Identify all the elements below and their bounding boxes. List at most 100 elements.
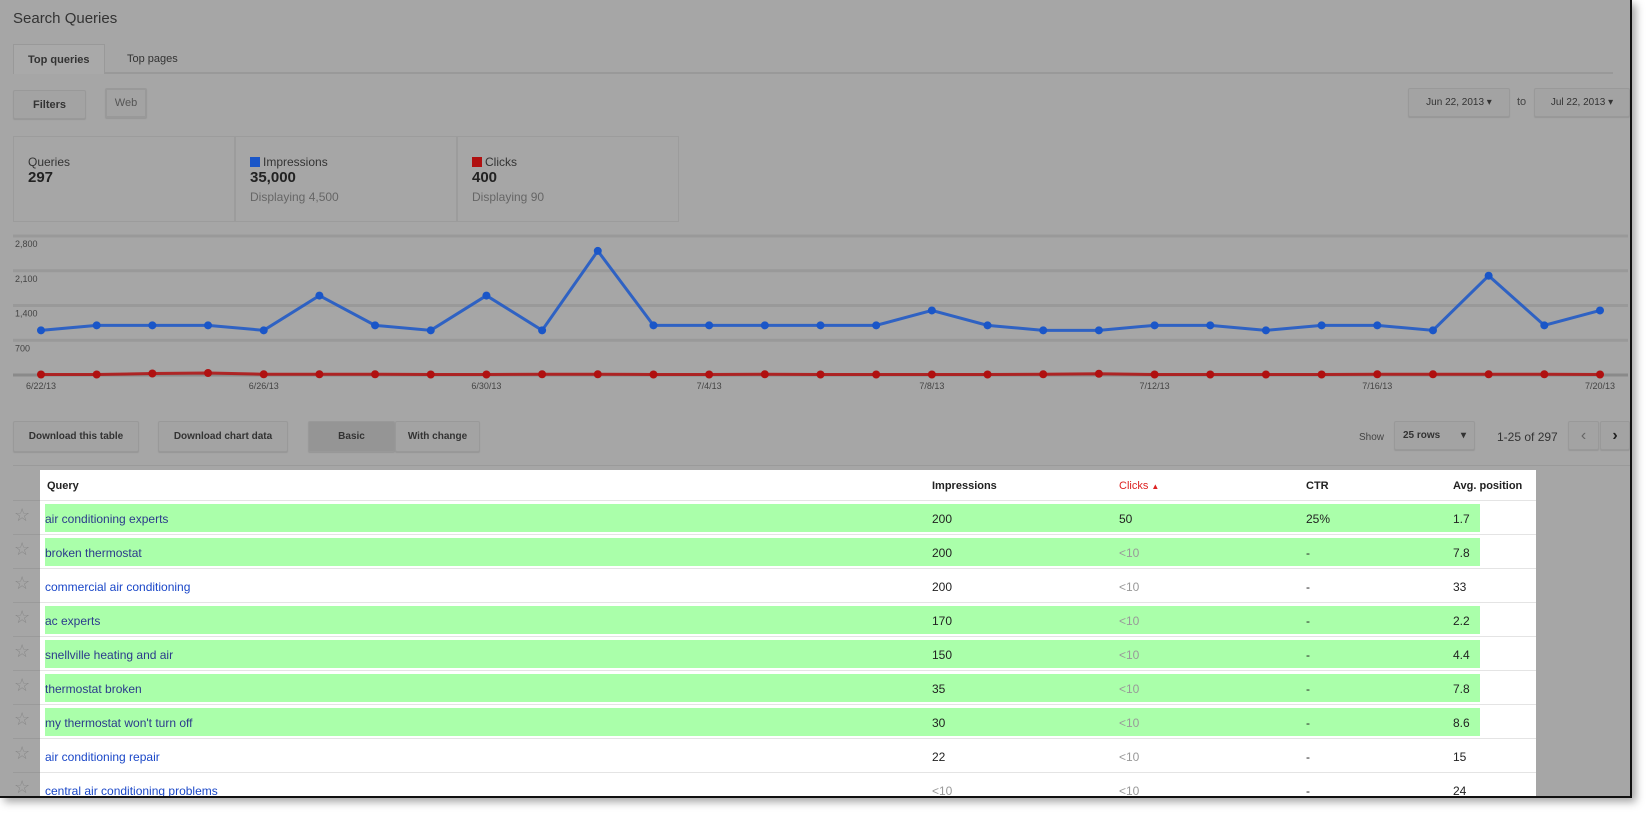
data-point-impressions	[1261, 326, 1270, 335]
prev-page-button[interactable]: ‹	[1568, 421, 1599, 450]
avg-position-cell: 7.8	[1453, 682, 1470, 696]
stat-queries: Queries 297	[13, 136, 235, 222]
stat-clicks[interactable]: Clicks 400 Displaying 90	[457, 136, 679, 222]
clicks-cell: <10	[1119, 580, 1140, 594]
clicks-cell: <10	[1119, 784, 1140, 798]
table-row: air conditioning repair 22 <10 - 15	[40, 738, 1536, 772]
download-table-button[interactable]: Download this table	[13, 421, 139, 452]
impressions-cell: 30	[932, 716, 946, 730]
series-line-impressions	[40, 248, 1601, 333]
query-link[interactable]: air conditioning repair	[45, 750, 160, 764]
star-icon[interactable]: ☆	[14, 573, 31, 593]
stat-value: 297	[28, 169, 54, 186]
data-point-impressions	[426, 326, 435, 335]
data-point-impressions	[1039, 326, 1048, 335]
web-filter-chip[interactable]: Web	[105, 88, 147, 118]
star-icon[interactable]: ☆	[14, 607, 31, 627]
data-point-clicks	[148, 369, 157, 378]
star-icon[interactable]: ☆	[14, 709, 31, 729]
col-header-ctr[interactable]: CTR	[1306, 480, 1329, 492]
divider	[13, 670, 40, 671]
clicks-cell: <10	[1119, 716, 1140, 730]
tab-underline	[13, 72, 1613, 74]
query-link[interactable]: thermostat broken	[45, 682, 142, 696]
query-link[interactable]: ac experts	[45, 614, 101, 628]
query-link[interactable]: my thermostat won't turn off	[45, 716, 193, 730]
row-highlight	[45, 640, 1480, 668]
avg-position-cell: 15	[1453, 750, 1467, 764]
tab-top-queries[interactable]: Top queries	[13, 44, 105, 74]
data-point-impressions	[1317, 321, 1326, 330]
date-from-value: Jun 22, 2013	[1426, 97, 1484, 108]
date-to-dropdown[interactable]: Jul 22, 2013 ▾	[1534, 88, 1630, 117]
rows-per-page-dropdown[interactable]: 25 rows ▾	[1394, 421, 1475, 450]
avg-position-cell: 4.4	[1453, 648, 1470, 662]
data-point-impressions	[1540, 321, 1549, 330]
basic-view-button[interactable]: Basic	[308, 421, 395, 452]
ctr-cell: -	[1306, 750, 1310, 764]
col-header-impressions[interactable]: Impressions	[932, 480, 997, 492]
data-point-clicks	[705, 370, 714, 379]
data-point-impressions	[705, 321, 714, 330]
data-point-clicks	[1039, 370, 1048, 379]
data-point-impressions	[1206, 321, 1215, 330]
avg-position-cell: 33	[1453, 580, 1467, 594]
x-tick-label: 7/4/13	[697, 381, 722, 391]
date-to-label: to	[1517, 96, 1527, 108]
divider	[13, 465, 1630, 466]
impressions-cell: 200	[932, 580, 953, 594]
avg-position-cell: 8.6	[1453, 716, 1470, 730]
star-icon[interactable]: ☆	[14, 675, 31, 695]
data-point-clicks	[1206, 370, 1215, 379]
stat-impressions[interactable]: Impressions 35,000 Displaying 4,500	[235, 136, 457, 222]
data-point-clicks	[816, 370, 825, 379]
download-chart-data-button[interactable]: Download chart data	[158, 421, 288, 452]
query-link[interactable]: broken thermostat	[45, 546, 142, 560]
date-from-dropdown[interactable]: Jun 22, 2013 ▾	[1408, 88, 1510, 117]
caret-down-icon: ▾	[1460, 430, 1466, 441]
with-change-view-button[interactable]: With change	[395, 421, 480, 452]
star-icon[interactable]: ☆	[14, 539, 31, 559]
star-icon[interactable]: ☆	[14, 641, 31, 661]
ctr-cell: -	[1306, 580, 1310, 594]
tab-top-pages[interactable]: Top pages	[127, 53, 178, 65]
date-to-value: Jul 22, 2013	[1550, 97, 1606, 108]
query-link[interactable]: commercial air conditioning	[45, 580, 191, 594]
divider	[13, 636, 40, 637]
clicks-cell: <10	[1119, 750, 1140, 764]
star-icon[interactable]: ☆	[14, 777, 31, 797]
col-header-clicks[interactable]: Clicks ▲	[1119, 480, 1159, 492]
impressions-clicks-chart: 2,800 2,100 1,400 700 6/22/13 6/26/13 6/30/13 7…	[13, 234, 1628, 391]
data-point-clicks	[92, 370, 101, 379]
row-highlight	[45, 538, 1480, 566]
query-link[interactable]: air conditioning experts	[45, 512, 169, 526]
table-row: ac experts 170 <10 - 2.2	[40, 602, 1536, 636]
impressions-cell: 170	[932, 614, 953, 628]
avg-position-cell: 1.7	[1453, 512, 1470, 526]
query-link[interactable]: central air conditioning problems	[45, 784, 218, 798]
divider	[13, 772, 40, 773]
table-row: commercial air conditioning 200 <10 - 33	[40, 568, 1536, 602]
col-header-avg-position[interactable]: Avg. position	[1453, 480, 1523, 492]
data-point-impressions	[927, 306, 936, 315]
next-page-button[interactable]: ›	[1600, 421, 1630, 450]
stat-label: Clicks	[485, 155, 517, 169]
x-tick-label: 7/8/13	[919, 381, 944, 391]
data-point-clicks	[927, 370, 936, 379]
filters-button[interactable]: Filters	[13, 90, 86, 119]
star-icon[interactable]: ☆	[14, 505, 31, 525]
data-point-clicks	[1484, 370, 1493, 379]
stat-value: 400	[472, 169, 498, 186]
query-link[interactable]: snellville heating and air	[45, 648, 174, 662]
data-point-clicks	[1094, 369, 1103, 378]
col-header-query[interactable]: Query	[47, 480, 79, 492]
page-title: Search Queries	[13, 10, 118, 27]
table-row: air conditioning experts 200 50 25% 1.7	[40, 500, 1536, 534]
pager-range: 1-25 of 297	[1497, 430, 1558, 444]
table-row: central air conditioning problems <10 <10 -…	[40, 772, 1536, 798]
impressions-cell: 200	[932, 546, 953, 560]
x-tick-label: 7/20/13	[1585, 381, 1615, 391]
y-tick-label: 700	[15, 343, 30, 353]
data-point-impressions	[593, 246, 602, 255]
star-icon[interactable]: ☆	[14, 743, 31, 763]
